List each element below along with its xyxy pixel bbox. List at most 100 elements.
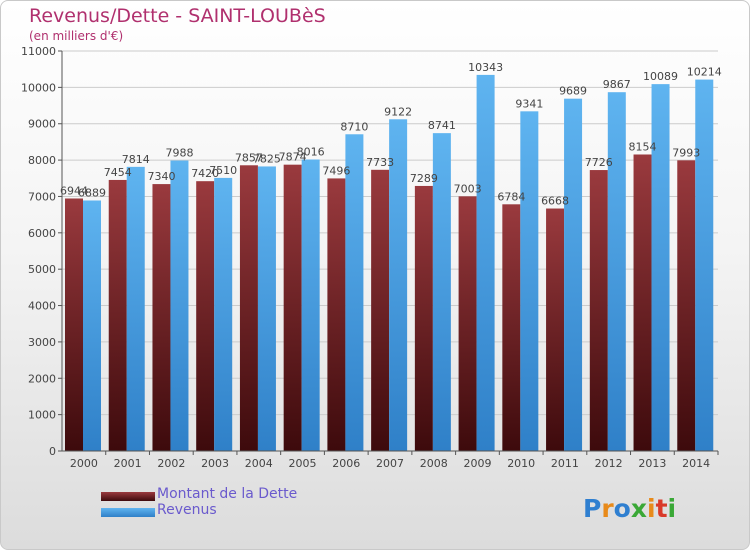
x-tick-label: 2008: [420, 457, 448, 470]
y-tick-label: 11000: [21, 45, 56, 58]
x-tick-label: 2005: [289, 457, 317, 470]
chart-subtitle: (en milliers d'€): [29, 29, 124, 43]
value-label-dette: 7454: [104, 166, 132, 179]
value-label-revenus: 7988: [165, 147, 193, 160]
x-tick-label: 2002: [157, 457, 185, 470]
value-label-dette: 7003: [454, 182, 482, 195]
value-label-revenus: 7510: [209, 164, 237, 177]
bar-dette: [633, 154, 652, 451]
x-tick-label: 2001: [114, 457, 142, 470]
x-tick-label: 2009: [463, 457, 491, 470]
y-tick-label: 3000: [28, 336, 56, 349]
bar-revenus: [257, 166, 276, 452]
value-label-revenus: 8710: [340, 120, 368, 133]
bar-revenus: [564, 98, 583, 451]
value-label-dette: 6668: [541, 195, 569, 208]
bar-dette: [589, 170, 608, 451]
value-label-dette: 6944: [60, 184, 88, 197]
x-tick-label: 2004: [245, 457, 273, 470]
y-tick-label: 10000: [21, 81, 56, 94]
bar-dette: [677, 160, 696, 451]
y-tick-label: 2000: [28, 372, 56, 385]
value-label-revenus: 6889: [78, 186, 106, 199]
legend-label-dette: Montant de la Dette: [157, 486, 298, 502]
chart-title: Revenus/Dette - SAINT-LOUBèS: [29, 5, 326, 27]
value-label-dette: 7289: [410, 172, 438, 185]
y-tick-label: 1000: [28, 409, 56, 422]
value-label-revenus: 9689: [559, 85, 587, 98]
value-label-revenus: 9122: [384, 105, 412, 118]
legend-swatch-dette: [101, 492, 155, 501]
x-tick-label: 2013: [638, 457, 666, 470]
value-label-revenus: 9341: [515, 97, 543, 110]
value-label-dette: 6784: [497, 190, 525, 203]
y-tick-label: 7000: [28, 190, 56, 203]
proxiti-logo: Proxiti: [583, 494, 676, 523]
bar-revenus: [389, 119, 408, 452]
bar-dette: [239, 165, 258, 452]
bars: [65, 74, 714, 452]
value-label-dette: 8154: [629, 140, 657, 153]
bar-dette: [327, 178, 346, 451]
value-label-dette: 7993: [672, 146, 700, 159]
legend-label-revenus: Revenus: [157, 502, 217, 518]
y-tick-label: 6000: [28, 227, 56, 240]
value-label-dette: 7420: [191, 167, 219, 180]
bar-revenus: [607, 92, 626, 451]
value-label-revenus: 7825: [253, 152, 281, 165]
bar-dette: [108, 179, 127, 452]
y-tick-label: 4000: [28, 300, 56, 313]
legend-swatch-revenus: [101, 508, 155, 517]
bar-revenus: [432, 133, 451, 452]
x-tick-label: 2003: [201, 457, 229, 470]
y-tick-label: 9000: [28, 118, 56, 131]
bar-revenus: [170, 160, 189, 451]
bar-revenus: [83, 200, 101, 451]
value-label-dette: 7733: [366, 156, 394, 169]
axes: 0 1000 2000 3000 4000 5000 6000 7000 8000 9000 100…: [21, 45, 719, 470]
value-label-revenus: 8741: [428, 119, 456, 132]
bar-dette: [502, 204, 521, 451]
bar-revenus: [520, 111, 539, 451]
value-label-revenus: 9867: [603, 78, 631, 91]
value-label-dette: 7726: [585, 156, 613, 169]
bar-revenus: [126, 166, 145, 451]
bar-dette: [283, 164, 302, 451]
value-label-revenus: 10343: [468, 61, 503, 74]
x-tick-label: 2014: [682, 457, 710, 470]
bar-revenus: [476, 74, 495, 452]
value-label-revenus: 10214: [687, 66, 722, 79]
value-label-revenus: 10089: [643, 70, 678, 83]
x-tick-label: 2000: [70, 457, 98, 470]
value-label-dette: 7874: [279, 151, 307, 164]
y-tick-label: 5000: [28, 263, 56, 276]
value-label-revenus: 8016: [297, 146, 325, 159]
value-label-dette: 7496: [322, 164, 350, 177]
x-tick-label: 2007: [376, 457, 404, 470]
bar-dette: [196, 181, 215, 451]
x-tick-label: 2011: [551, 457, 579, 470]
bar-dette: [65, 198, 83, 451]
bar-revenus: [214, 177, 233, 451]
bar-dette: [546, 208, 565, 451]
x-tick-label: 2012: [595, 457, 623, 470]
bar-revenus: [651, 84, 670, 452]
value-label-dette: 7340: [147, 170, 175, 183]
value-label-revenus: 7814: [122, 153, 150, 166]
bar-revenus: [345, 134, 364, 452]
x-tick-label: 2006: [332, 457, 360, 470]
y-tick-label: 8000: [28, 154, 56, 167]
bar-dette: [371, 169, 390, 452]
bar-dette: [458, 196, 477, 451]
svg-text:Proxiti: Proxiti: [583, 494, 676, 523]
bar-dette: [414, 185, 433, 452]
bar-revenus: [695, 79, 714, 451]
x-tick-label: 2010: [507, 457, 535, 470]
bar-revenus: [301, 159, 320, 451]
bar-dette: [152, 184, 171, 451]
value-label-dette: 7857: [235, 151, 263, 164]
y-tick-label: 0: [49, 445, 56, 458]
